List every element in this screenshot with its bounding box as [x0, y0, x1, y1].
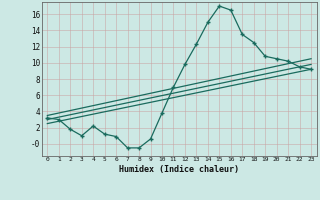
X-axis label: Humidex (Indice chaleur): Humidex (Indice chaleur)	[119, 165, 239, 174]
